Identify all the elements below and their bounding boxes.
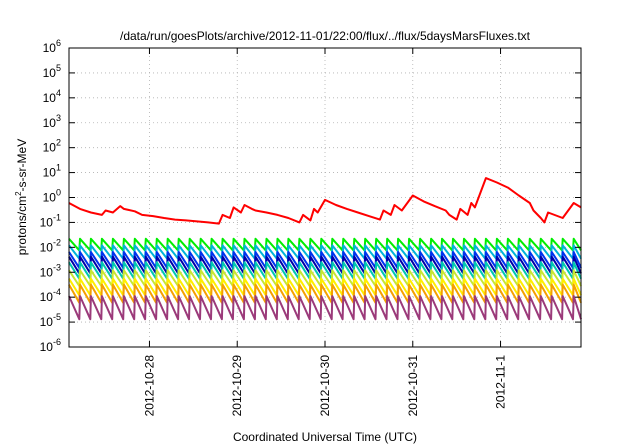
- y-tick-label: 105: [43, 63, 61, 80]
- series-band-line: [68, 283, 582, 304]
- x-tick-label: 2012-11-1: [494, 355, 508, 409]
- y-tick-label: 102: [43, 138, 61, 155]
- series-line: [68, 177, 582, 225]
- x-tick-label: 2012-10-31: [406, 355, 420, 417]
- y-tick-label: 10-6: [40, 337, 61, 354]
- y-tick-label: 106: [43, 38, 61, 55]
- grid: [69, 48, 581, 347]
- y-tick-label: 103: [43, 113, 61, 130]
- x-axis: 2012-10-28 2012-10-29 2012-10-30 2012-10-31…: [142, 48, 508, 417]
- y-tick-label: 10-3: [40, 262, 61, 279]
- y-tick-label: 104: [43, 88, 61, 105]
- y-tick-label: 10-5: [40, 312, 61, 329]
- x-tick-label: 2012-10-28: [142, 355, 156, 417]
- y-tick-label: 100: [43, 188, 61, 205]
- y-tick-label: 10-2: [40, 237, 61, 254]
- y-tick-label: 10-4: [40, 287, 61, 304]
- x-axis-label: Coordinated Universal Time (UTC): [233, 430, 417, 444]
- x-tick-label: 2012-10-30: [318, 355, 332, 417]
- chart-title: /data/run/goesPlots/archive/2012-11-01/2…: [120, 29, 531, 43]
- y-axis-label: protons/cm2-s-sr-MeV: [14, 139, 29, 255]
- y-tick-label: 10-1: [40, 212, 61, 229]
- y-tick-label: 101: [43, 163, 61, 180]
- series-group: [68, 177, 582, 321]
- series-band-line: [68, 295, 582, 321]
- y-axis: 106 105 104 103 102 101 100 10-1 10-2 10-3 10-4 10-…: [40, 38, 581, 354]
- x-tick-label: 2012-10-29: [230, 355, 244, 417]
